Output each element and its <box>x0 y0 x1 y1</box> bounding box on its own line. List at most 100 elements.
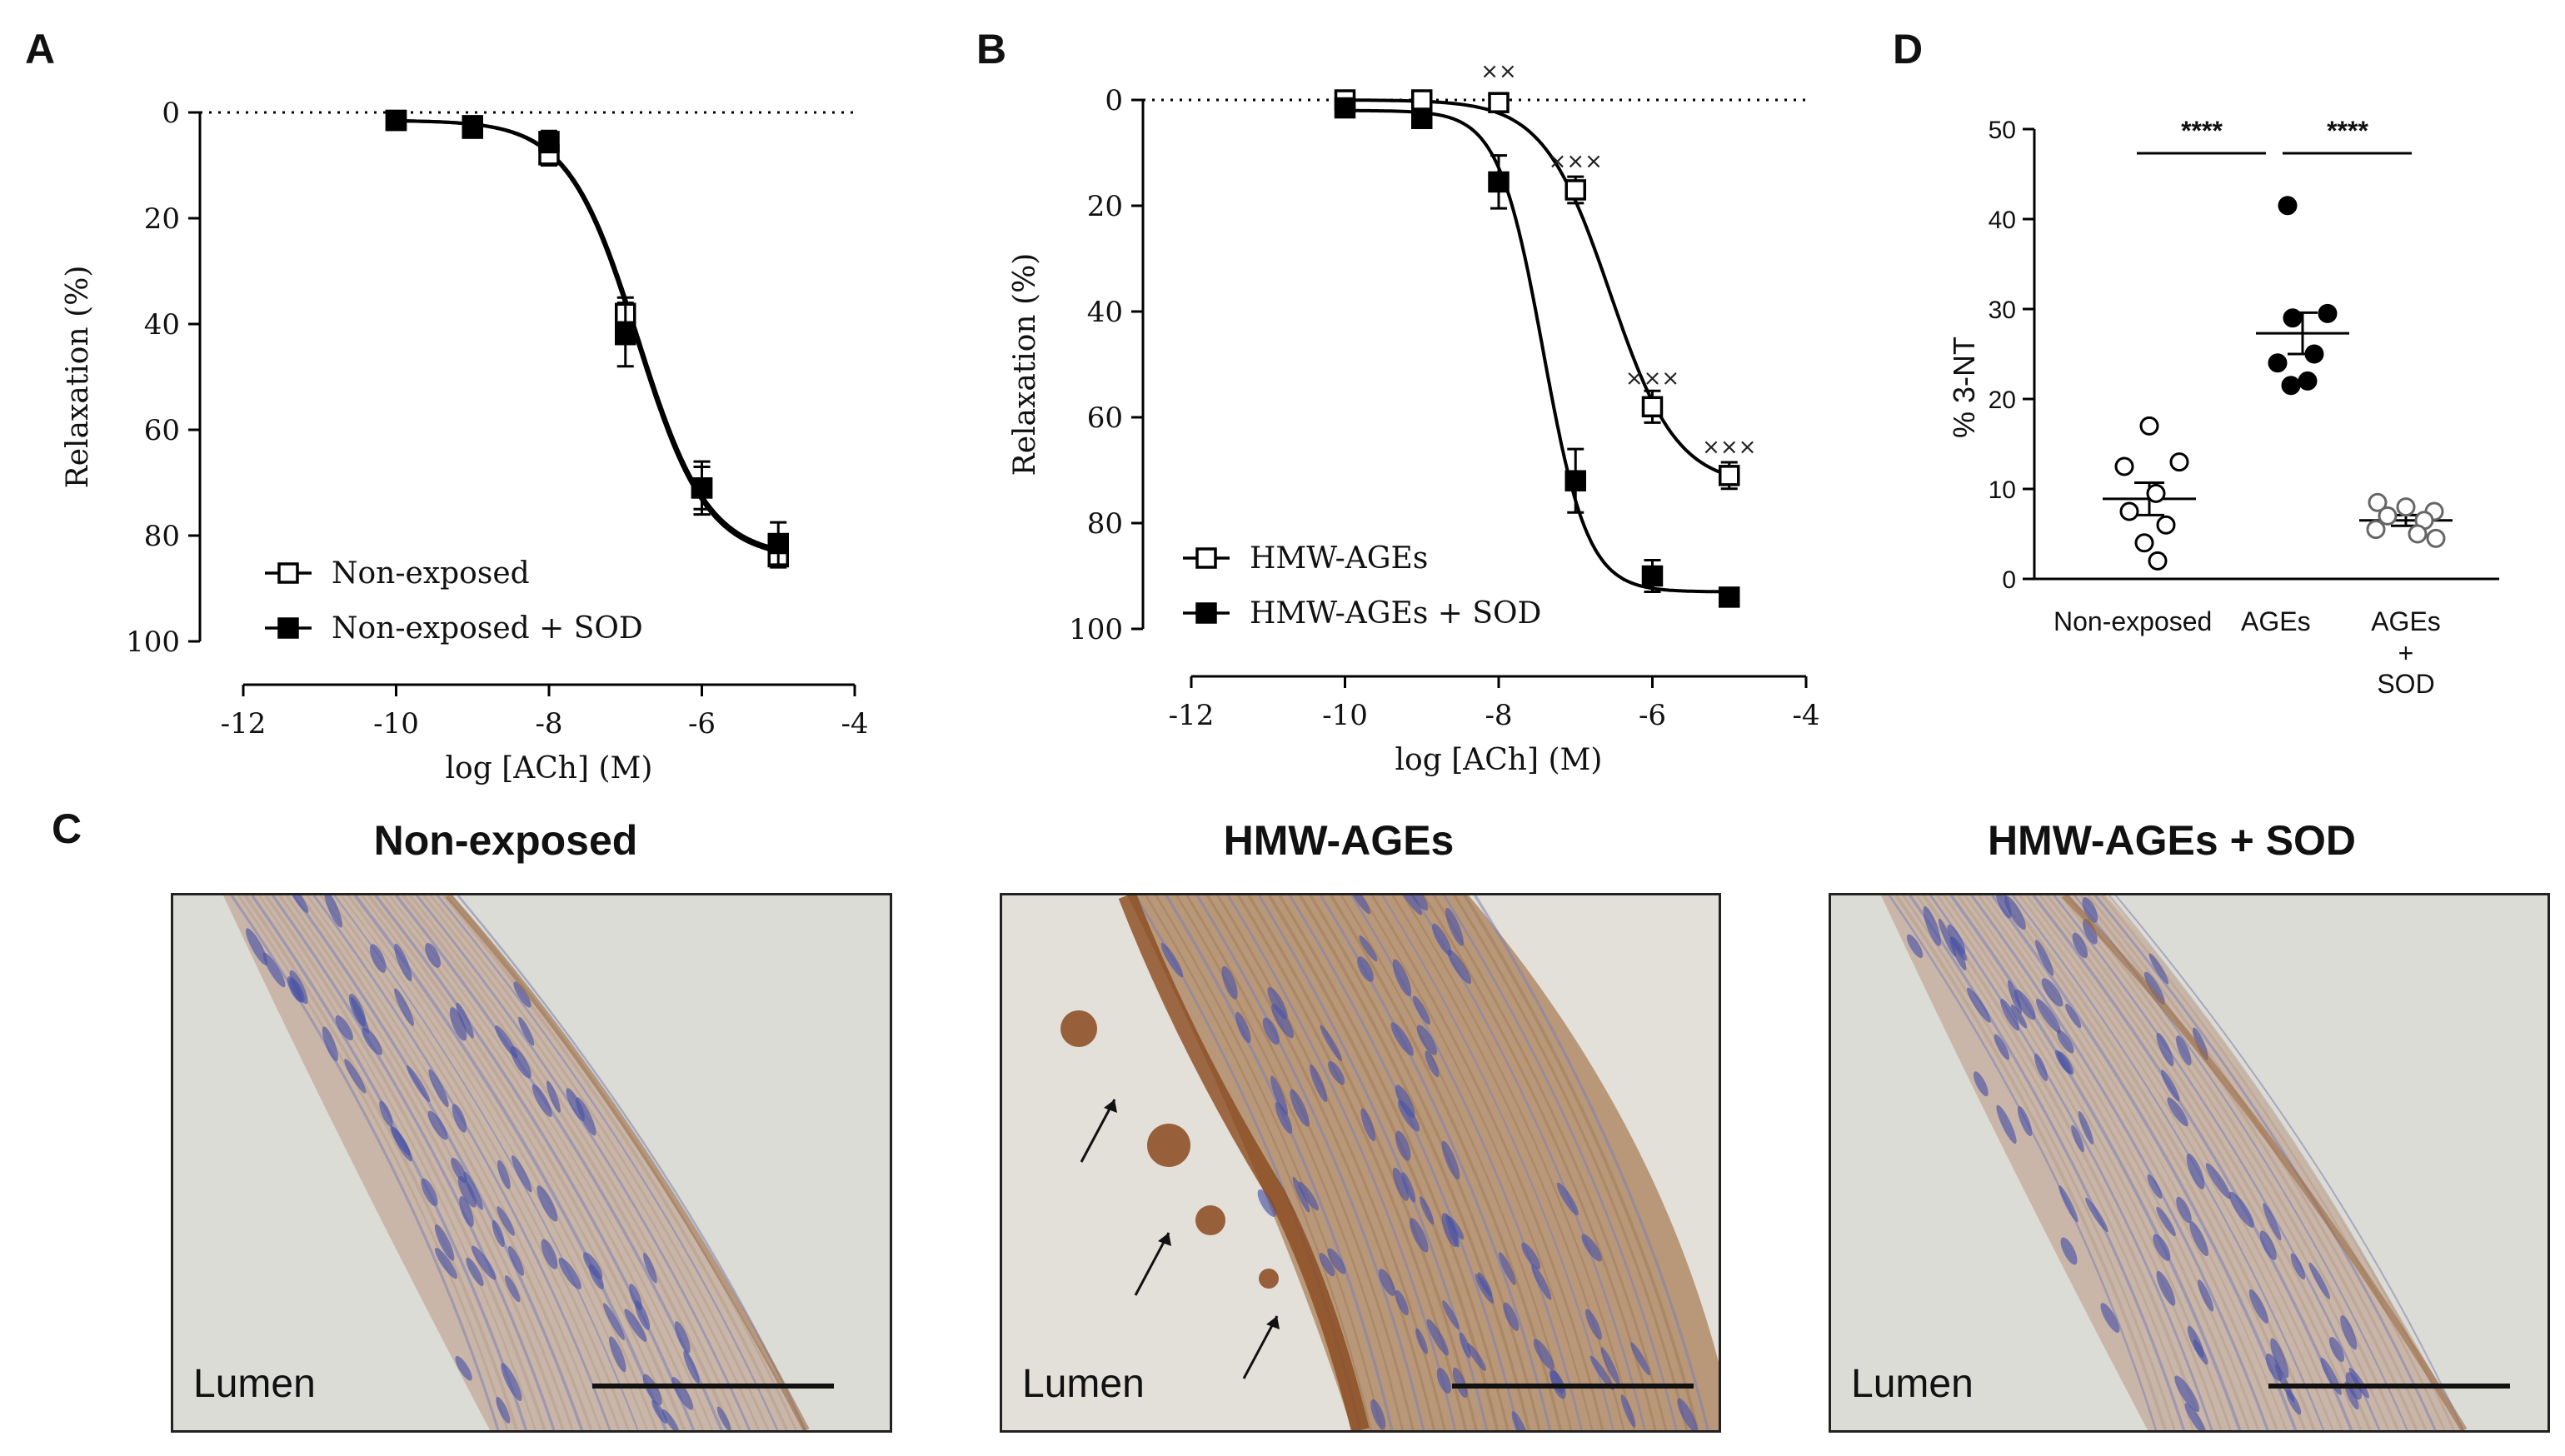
cell-nucleus <box>1390 1022 1414 1056</box>
cell-nucleus <box>452 1104 467 1133</box>
cell-nucleus <box>1447 950 1472 985</box>
legend-label: HMW-AGEs <box>1250 541 1428 576</box>
data-point-series-0 <box>1564 179 1586 201</box>
cell-nucleus <box>1271 1004 1294 1039</box>
cell-nucleus <box>2035 940 2054 976</box>
cell-nucleus <box>2205 1163 2231 1199</box>
tissue-fiber <box>408 895 741 1430</box>
cell-nucleus <box>1235 1011 1251 1044</box>
cell-nucleus <box>1973 1071 1989 1097</box>
cell-nucleus <box>427 1110 448 1140</box>
y-tick-label: 60 <box>144 414 180 447</box>
tissue-fiber <box>437 895 779 1430</box>
cell-nucleus <box>1270 1075 1288 1116</box>
cell-nucleus <box>508 1245 524 1276</box>
cell-nucleus <box>2078 1110 2093 1145</box>
cell-nucleus <box>1327 1248 1346 1274</box>
tissue-fiber <box>1247 895 1478 1430</box>
data-point-series-0 <box>1641 396 1664 418</box>
cell-nucleus <box>407 1065 431 1103</box>
tissue-fiber <box>251 895 528 1430</box>
cell-nucleus <box>335 1015 353 1041</box>
tissue-fiber <box>1991 895 2298 1430</box>
significance-marker: ××× <box>1549 149 1603 174</box>
cell-nucleus <box>1395 1289 1409 1316</box>
scale-bar <box>2268 1384 2510 1389</box>
cell-nucleus <box>1994 895 2012 919</box>
micrograph-title-hmw-ages-sod: HMW-AGEs + SOD <box>1987 817 2357 864</box>
y-axis-title: Relaxation (%) <box>61 266 95 489</box>
cell-nucleus <box>2004 895 2026 930</box>
cell-nucleus <box>497 1206 515 1236</box>
category-label: + <box>2398 638 2414 668</box>
stain-debris <box>1147 1124 1190 1167</box>
category-label: AGEs <box>2241 606 2311 636</box>
tissue-fiber <box>312 895 611 1430</box>
cell-nucleus <box>2082 897 2098 923</box>
data-point-series-2 <box>2396 497 2416 517</box>
cell-nucleus <box>1442 1300 1460 1329</box>
cell-nucleus <box>2057 1030 2074 1054</box>
cell-nucleus <box>1906 934 1924 959</box>
tissue-fiber <box>1956 895 2251 1430</box>
cell-nucleus <box>1947 924 1966 955</box>
tissue-fiber <box>1206 895 1436 1430</box>
cell-nucleus <box>350 996 370 1035</box>
tissue-fiber <box>1474 895 1709 1430</box>
cell-nucleus <box>505 1274 521 1303</box>
arrowhead-icon <box>1104 1099 1117 1113</box>
data-point-series-0 <box>2148 551 2168 571</box>
tissue-fiber <box>2032 895 2353 1430</box>
tissue-fiber <box>1453 895 1689 1430</box>
cell-nucleus <box>546 1080 561 1113</box>
legend-label: HMW-AGEs + SOD <box>1250 596 1541 631</box>
legend-marker <box>277 617 299 639</box>
cell-nucleus <box>362 1027 382 1055</box>
category-label: Non-exposed <box>2053 606 2212 636</box>
cell-nucleus <box>2083 919 2098 945</box>
tissue-fiber <box>278 895 565 1430</box>
tissue-fiber <box>361 895 676 1430</box>
cell-nucleus <box>1581 1234 1602 1262</box>
cell-nucleus <box>2017 1105 2033 1137</box>
x-axis-title: log [ACh] (M) <box>1395 743 1603 777</box>
cell-nucleus <box>1357 956 1374 982</box>
tissue-fiber <box>1227 895 1457 1430</box>
cell-nucleus <box>1409 1218 1429 1253</box>
tissue-fiber <box>382 895 705 1430</box>
data-point-series-2 <box>2368 492 2388 512</box>
cell-nucleus <box>1275 1101 1293 1134</box>
cell-nucleus <box>451 1157 467 1184</box>
tissue-fiber <box>1432 895 1668 1430</box>
tissue-fiber <box>353 895 668 1430</box>
cell-nucleus <box>501 1363 522 1401</box>
cell-nucleus <box>1938 918 1957 957</box>
cell-nucleus <box>434 1224 455 1261</box>
tissue-fiber <box>429 895 770 1430</box>
data-point-series-1 <box>691 477 713 499</box>
cell-nucleus <box>1967 987 1991 1023</box>
tissue-fiber <box>1894 895 2168 1430</box>
cell-nucleus <box>1677 1398 1698 1430</box>
fit-curve-series-1 <box>1345 108 1729 594</box>
tissue-fiber <box>333 895 639 1430</box>
scale-bar <box>1452 1384 1694 1389</box>
data-point-series-1 <box>2298 371 2318 391</box>
cell-nucleus <box>1521 1242 1541 1269</box>
tissue-fiber <box>367 895 686 1430</box>
stain-debris <box>1060 1010 1097 1047</box>
micrograph-title-hmw-ages: HMW-AGEs <box>1223 817 1455 864</box>
cell-nucleus <box>2160 1070 2180 1102</box>
arrow-icon <box>1134 1232 1170 1296</box>
cell-nucleus <box>716 1406 731 1430</box>
cell-nucleus <box>683 1350 700 1384</box>
cell-nucleus <box>1630 1342 1651 1376</box>
cell-nucleus <box>2034 1053 2049 1081</box>
data-point-series-1 <box>385 109 407 132</box>
cell-nucleus <box>2308 1262 2331 1299</box>
data-point-series-1 <box>462 117 483 139</box>
arrowhead-icon <box>1158 1233 1171 1246</box>
data-point-series-1 <box>1334 97 1356 119</box>
significance-label: **** <box>2181 116 2223 146</box>
cell-nucleus <box>1620 1394 1636 1428</box>
